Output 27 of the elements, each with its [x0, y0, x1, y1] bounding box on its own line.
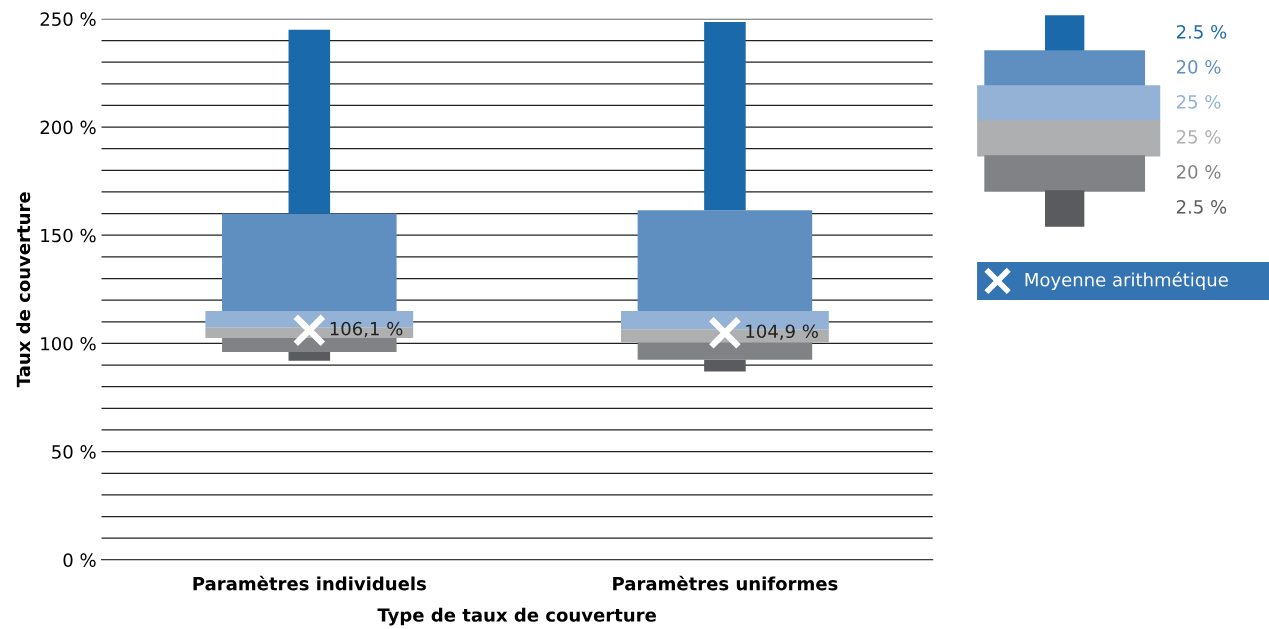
bar — [288, 29, 331, 214]
data-label: 106,1 % — [330, 321, 403, 338]
data-label: 104,9 % — [746, 324, 818, 340]
y-tick-label: 50 % — [52, 445, 96, 459]
bar — [288, 352, 331, 361]
text: 25 % — [1176, 130, 1221, 144]
y-axis-title: Taux de couverture — [16, 192, 31, 388]
y-tick-label: 250 % — [40, 12, 96, 26]
y-tick-label: 150 % — [41, 228, 96, 243]
x-tick-label: Paramètres uniformes — [613, 575, 838, 591]
bar — [704, 22, 746, 211]
text: 25 % — [1176, 95, 1221, 109]
bar — [637, 210, 813, 311]
legend-label: Moyenne arithmétique — [1025, 271, 1228, 291]
text: 20 % — [1176, 165, 1221, 179]
y-tick-label: 0 % — [63, 553, 96, 567]
x-tick-label: Paramètres individuels — [193, 575, 426, 591]
bar — [222, 213, 397, 311]
text: 2.5 % — [1176, 200, 1227, 214]
text: 2.5 % — [1176, 25, 1227, 39]
y-tick-label: 200 % — [40, 120, 96, 135]
x-axis-title: Type de taux de couverture — [377, 607, 656, 626]
bar — [222, 338, 397, 353]
y-tick-label: 100 % — [41, 336, 96, 351]
bar — [704, 359, 746, 372]
text: 20 % — [1176, 60, 1221, 74]
bar — [637, 342, 813, 360]
